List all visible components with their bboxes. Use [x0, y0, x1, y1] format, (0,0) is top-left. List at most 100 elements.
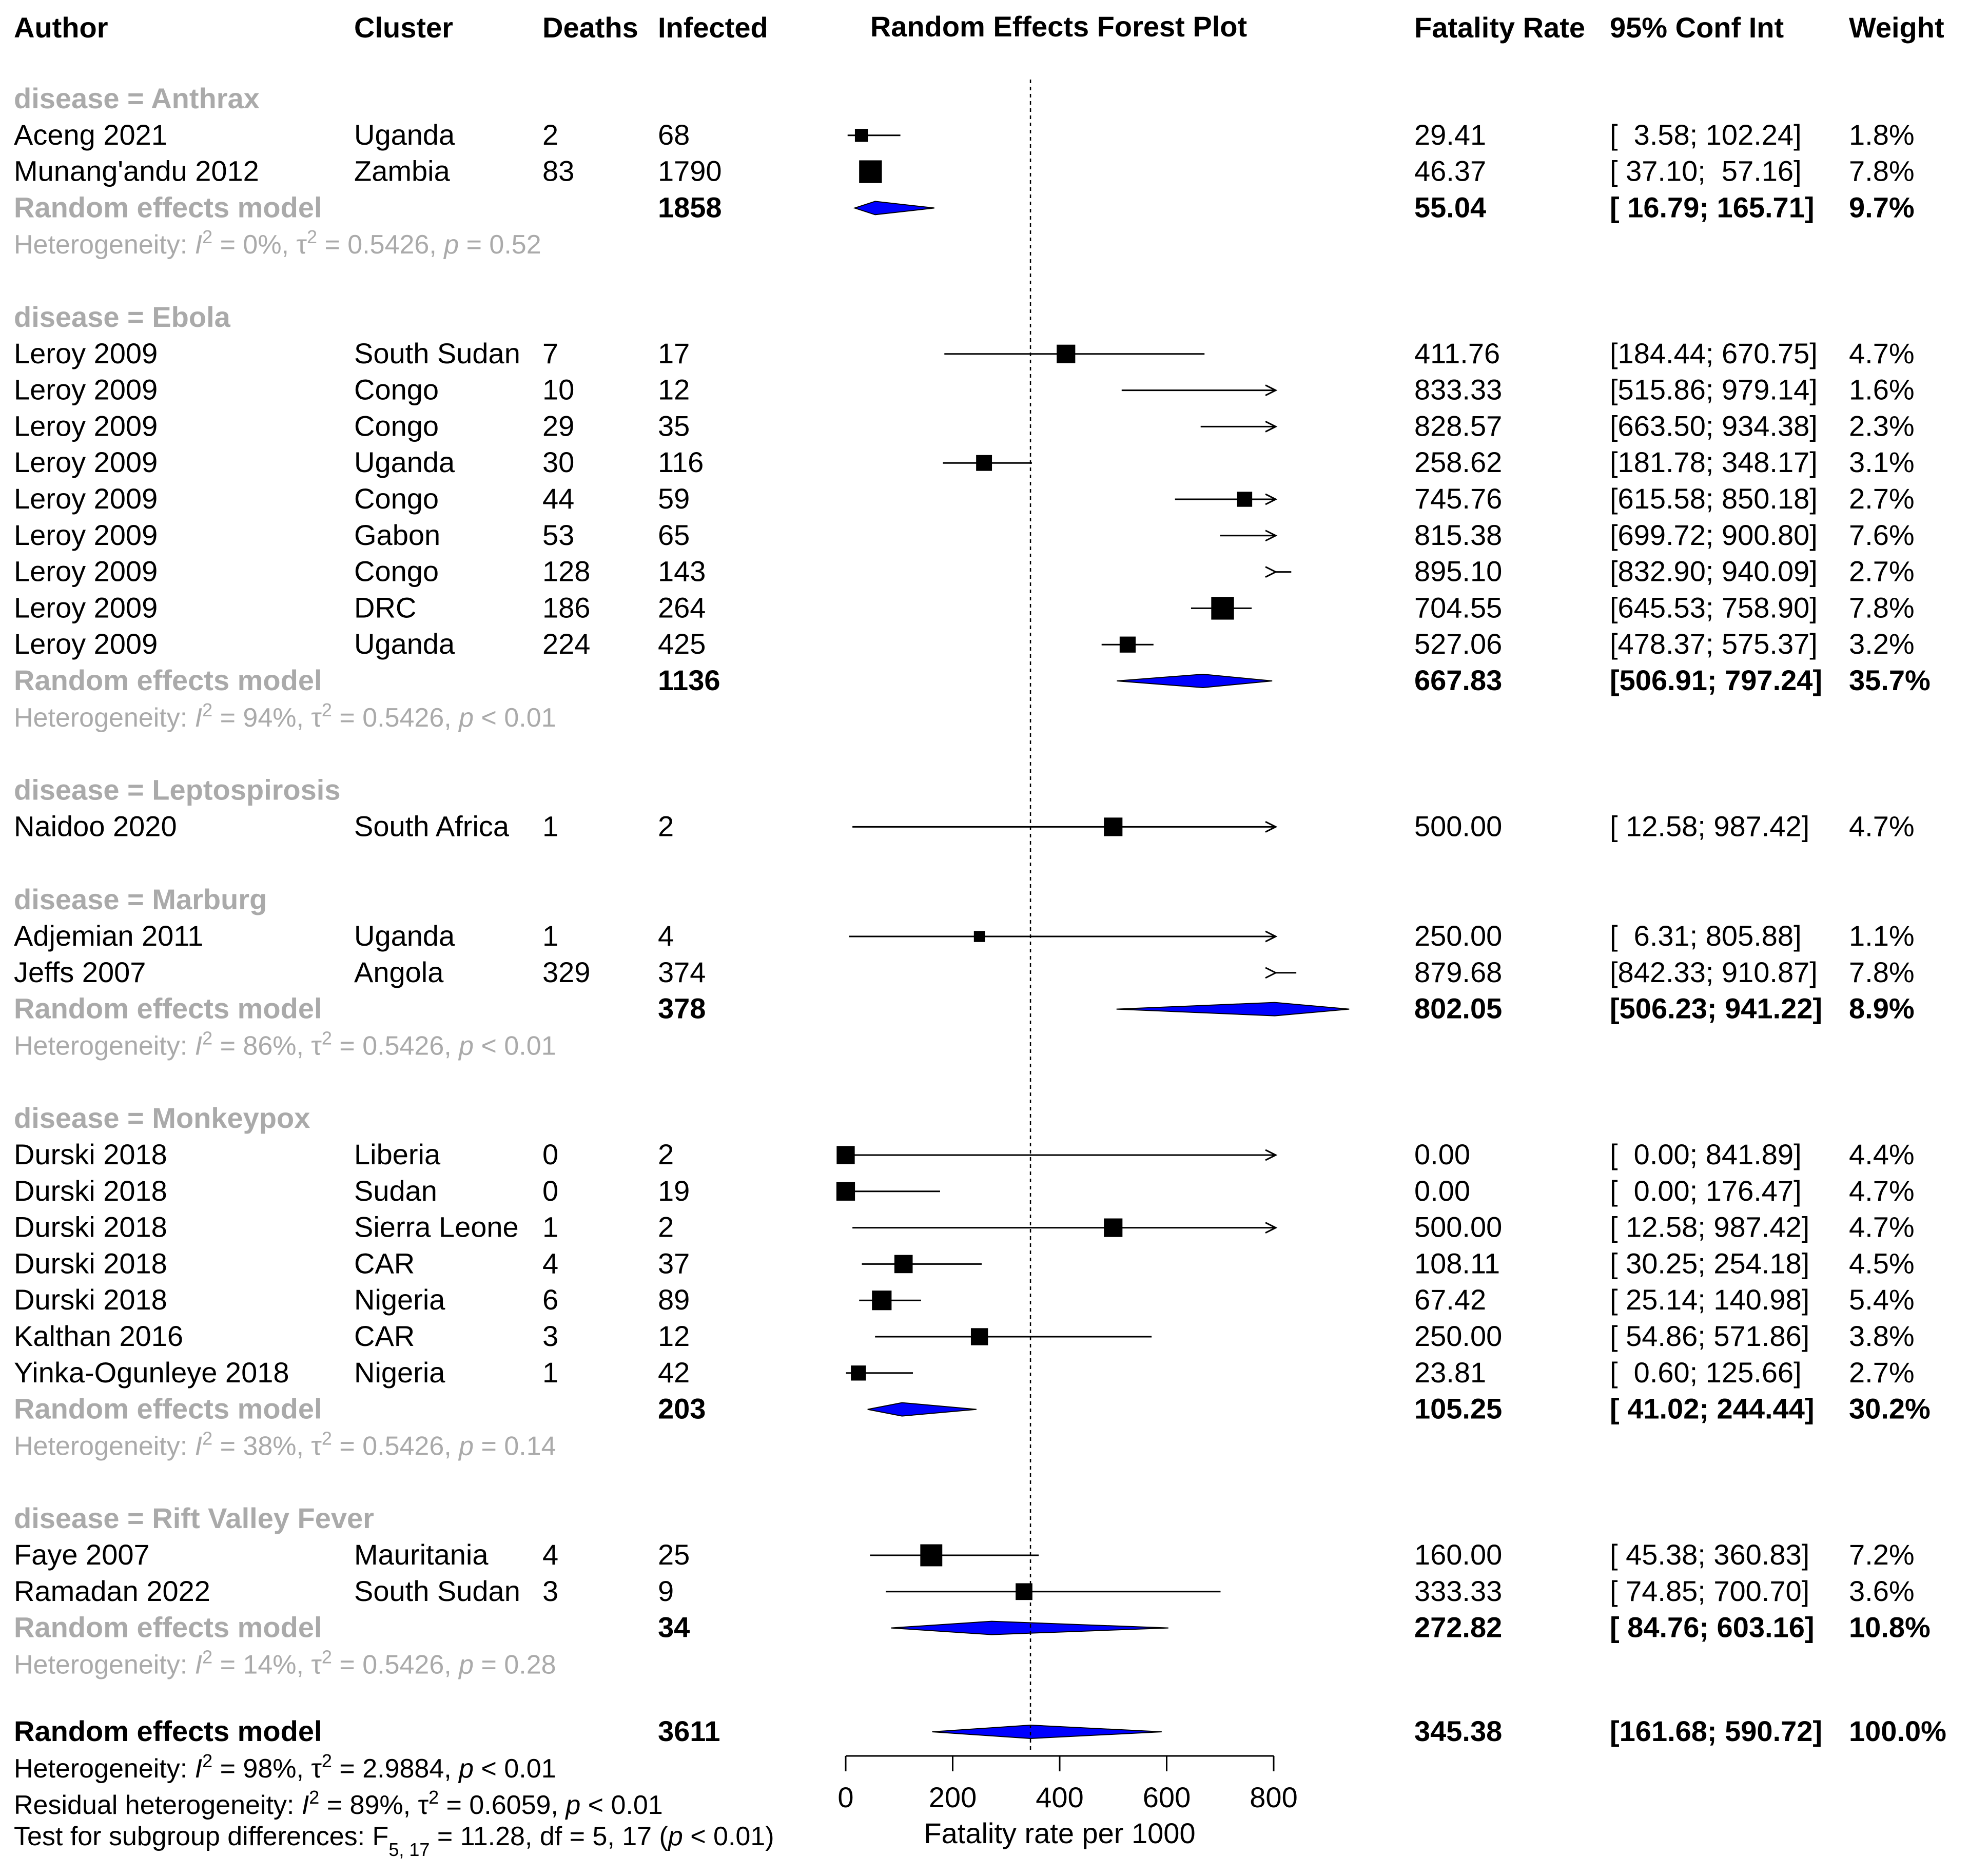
study-weight: 7.8%	[1849, 155, 1915, 187]
study-cluster: Angola	[354, 956, 444, 988]
study-rate: 67.42	[1414, 1283, 1486, 1316]
study-weight: 7.8%	[1849, 956, 1915, 988]
residual-heterogeneity: Residual heterogeneity: I2 = 89%, τ2 = 0…	[14, 1787, 663, 1821]
study-rate: 23.81	[1414, 1356, 1486, 1389]
overall-heterogeneity: Heterogeneity: I2 = 98%, τ2 = 2.9884, p …	[14, 1750, 556, 1784]
study-deaths: 0	[542, 1175, 558, 1207]
study-author: Munang'andu 2012	[14, 155, 259, 187]
study-deaths: 7	[542, 337, 558, 369]
study-point	[1104, 1218, 1123, 1237]
study-deaths: 3	[542, 1320, 558, 1352]
study-infected: 42	[658, 1356, 690, 1389]
plot-title: Random Effects Forest Plot	[870, 10, 1247, 43]
study-point	[1104, 817, 1123, 836]
study-cluster: Liberia	[354, 1138, 441, 1170]
subgroup-summary-infected: 1858	[658, 191, 722, 223]
study-author: Durski 2018	[14, 1175, 167, 1207]
subgroup-summary-infected: 1136	[658, 664, 720, 696]
x-tick-label: 400	[1036, 1781, 1083, 1813]
study-weight: 4.4%	[1849, 1138, 1915, 1170]
study-cluster: Zambia	[354, 155, 451, 187]
study-deaths: 128	[542, 555, 590, 588]
study-infected: 59	[658, 482, 690, 515]
study-infected: 2	[658, 810, 674, 842]
subgroup-summary-ci: [506.23; 941.22]	[1610, 992, 1822, 1025]
study-infected: 35	[658, 409, 690, 442]
subgroup-diamond	[867, 1402, 977, 1417]
column-headers: Author Cluster Deaths Infected Random Ef…	[14, 10, 1944, 44]
study-ci: [ 74.85; 700.70]	[1610, 1575, 1809, 1607]
study-weight: 5.4%	[1849, 1283, 1915, 1316]
overall-diamond	[932, 1724, 1162, 1740]
study-point	[1237, 492, 1253, 507]
study-point	[970, 1328, 988, 1345]
study-infected: 12	[658, 374, 690, 406]
overall-summary-label: Random effects model	[14, 1715, 322, 1747]
header-infected: Infected	[658, 11, 768, 44]
study-infected: 25	[658, 1538, 690, 1571]
study-infected: 68	[658, 119, 690, 151]
study-rate: 160.00	[1414, 1538, 1502, 1571]
subgroup-summary-infected: 34	[658, 1611, 690, 1644]
study-weight: 4.7%	[1849, 810, 1915, 842]
study-cluster: Congo	[354, 482, 439, 515]
study-author: Jeffs 2007	[14, 956, 146, 988]
study-rate: 895.10	[1414, 555, 1502, 588]
study-weight: 2.3%	[1849, 409, 1915, 442]
study-infected: 37	[658, 1247, 690, 1279]
study-author: Leroy 2009	[14, 482, 158, 515]
header-author: Author	[14, 11, 108, 44]
x-axis: 0 200 400 600 800 Fatality rate per 1000	[837, 1755, 1298, 1849]
study-ci: [ 0.00; 841.89]	[1610, 1138, 1802, 1170]
subgroup-summary-label: Random effects model	[14, 191, 322, 223]
study-infected: 2	[658, 1211, 674, 1243]
study-deaths: 329	[542, 956, 590, 988]
study-deaths: 1	[542, 1356, 558, 1389]
study-author: Leroy 2009	[14, 591, 158, 623]
study-rate: 500.00	[1414, 810, 1502, 842]
study-weight: 1.1%	[1849, 920, 1915, 952]
study-rate: 745.76	[1414, 482, 1502, 515]
study-author: Naidoo 2020	[14, 810, 177, 842]
study-ci: [ 6.31; 805.88]	[1610, 920, 1802, 952]
subgroup-summary-rate: 802.05	[1414, 992, 1502, 1025]
subgroup-heterogeneity: Heterogeneity: I2 = 14%, τ2 = 0.5426, p …	[14, 1646, 556, 1680]
subgroup-diamond	[891, 1620, 1168, 1635]
subgroup-summary-ci: [ 16.79; 165.71]	[1610, 191, 1814, 223]
x-tick-label: 200	[929, 1781, 977, 1813]
study-ci: [ 54.86; 571.86]	[1610, 1320, 1809, 1352]
subgroup-summary-infected: 378	[658, 992, 706, 1025]
study-author: Ramadan 2022	[14, 1575, 210, 1607]
header-conf-int: 95% Conf Int	[1610, 11, 1784, 44]
group-label: disease = Monkeypox	[14, 1102, 310, 1134]
subgroup-summary-weight: 9.7%	[1849, 191, 1915, 223]
study-deaths: 4	[542, 1538, 558, 1571]
study-weight: 2.7%	[1849, 482, 1915, 515]
study-deaths: 1	[542, 810, 558, 842]
study-weight: 4.7%	[1849, 337, 1915, 369]
study-rate: 0.00	[1414, 1175, 1470, 1207]
study-weight: 4.7%	[1849, 1211, 1915, 1243]
study-point	[976, 455, 992, 471]
study-ci: [ 3.58; 102.24]	[1610, 119, 1802, 151]
study-table: disease = Anthrax Aceng 2021 Uganda 2 68 29.4…	[14, 82, 1946, 1860]
group-label: disease = Leptospirosis	[14, 774, 340, 806]
study-deaths: 53	[542, 519, 574, 551]
study-rate: 500.00	[1414, 1211, 1502, 1243]
subgroup-heterogeneity: Heterogeneity: I2 = 94%, τ2 = 0.5426, p …	[14, 699, 556, 733]
study-rate: 250.00	[1414, 1320, 1502, 1352]
study-author: Leroy 2009	[14, 519, 158, 551]
study-weight: 3.8%	[1849, 1320, 1915, 1352]
study-rate: 815.38	[1414, 519, 1502, 551]
subgroup-summary-rate: 105.25	[1414, 1393, 1502, 1425]
study-deaths: 29	[542, 409, 574, 442]
study-ci: [ 30.25; 254.18]	[1610, 1247, 1809, 1279]
study-ci-line-arrow	[1265, 566, 1278, 578]
study-cluster: Uganda	[354, 446, 455, 478]
x-axis-label: Fatality rate per 1000	[924, 1817, 1195, 1849]
study-weight: 1.6%	[1849, 374, 1915, 406]
study-rate: 704.55	[1414, 591, 1502, 623]
study-author: Durski 2018	[14, 1138, 167, 1170]
study-rate: 258.62	[1414, 446, 1502, 478]
study-cluster: Mauritania	[354, 1538, 489, 1571]
